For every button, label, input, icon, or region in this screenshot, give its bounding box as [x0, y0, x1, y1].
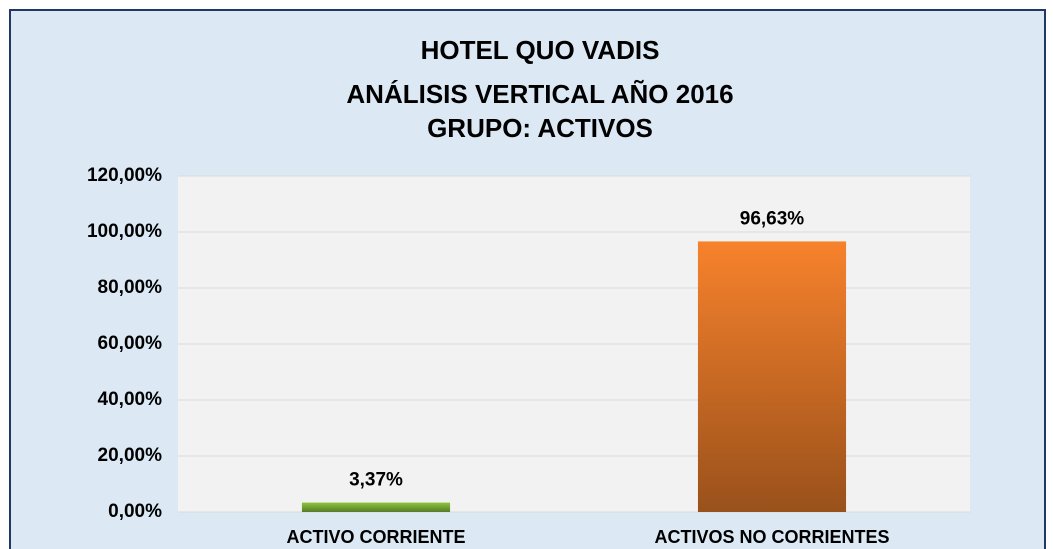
- data-label: 96,63%: [740, 208, 805, 229]
- y-tick-label: 0,00%: [108, 501, 162, 522]
- y-tick-label: 80,00%: [98, 277, 163, 298]
- chart-title: GRUPO: ACTIVOS: [427, 113, 653, 143]
- bar: [301, 502, 451, 512]
- x-tick-label: ACTIVO CORRIENTE: [286, 527, 465, 547]
- x-tick-label: ACTIVOS NO CORRIENTES: [654, 527, 889, 547]
- data-label: 3,37%: [349, 470, 403, 491]
- y-tick-label: 120,00%: [87, 165, 162, 186]
- chart-title: ANÁLISIS VERTICAL AÑO 2016: [346, 79, 733, 109]
- bar: [697, 241, 847, 512]
- y-tick-label: 60,00%: [98, 333, 163, 354]
- y-tick-label: 100,00%: [87, 221, 162, 242]
- y-tick-label: 40,00%: [98, 389, 163, 410]
- chart-title: HOTEL QUO VADIS: [421, 35, 660, 65]
- y-tick-label: 20,00%: [98, 445, 163, 466]
